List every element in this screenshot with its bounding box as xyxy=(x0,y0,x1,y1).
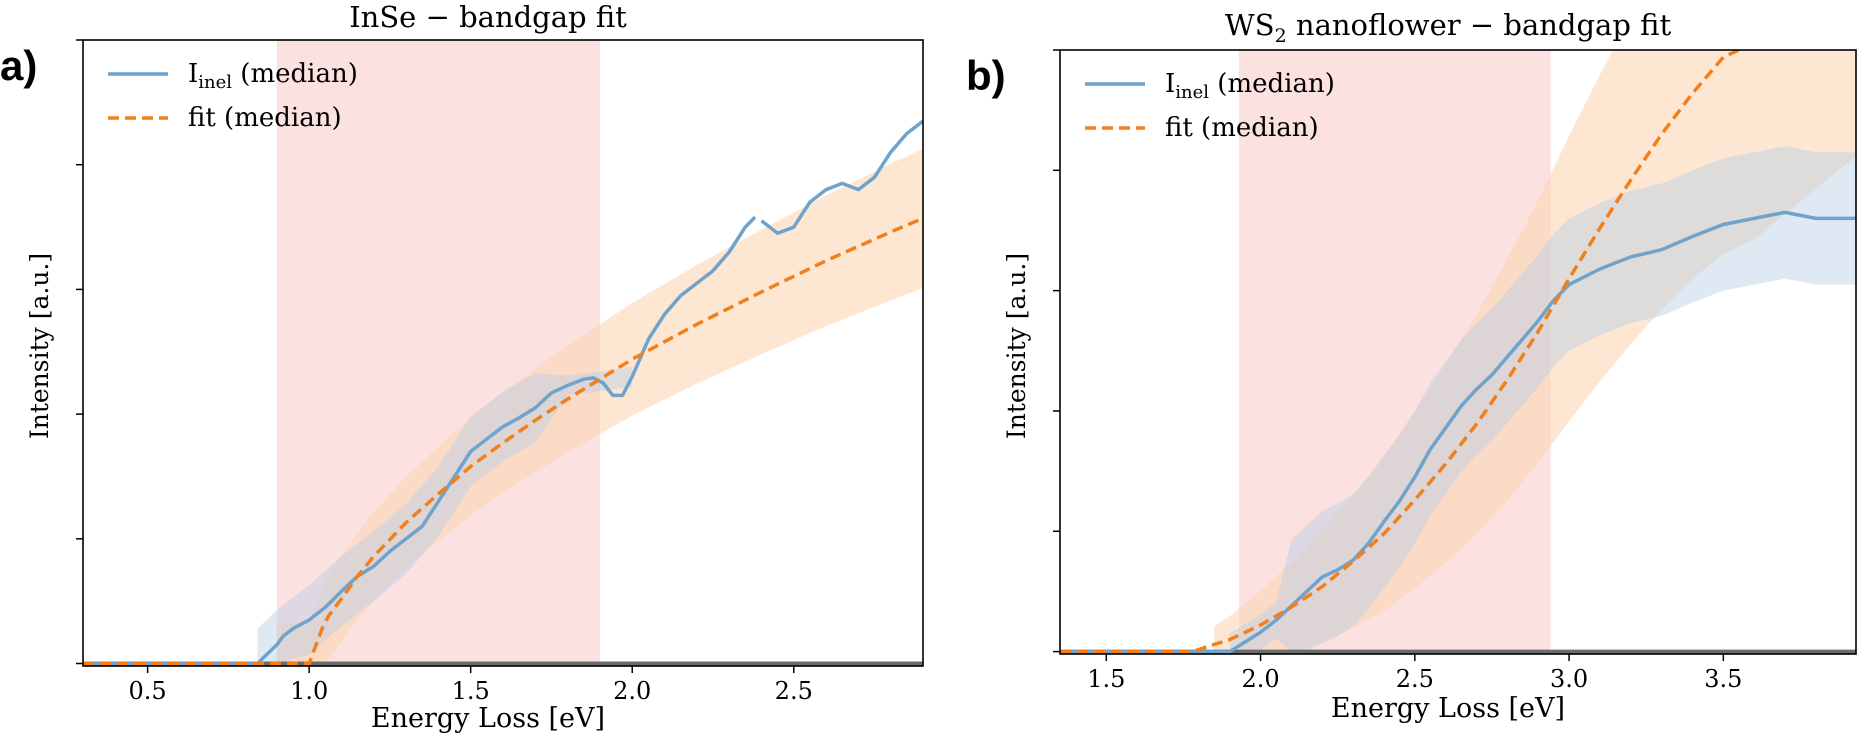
fit-confidence-band xyxy=(1214,50,1856,652)
chart-panel-inse: a) InSe − bandgap fit Energy Loss [eV] I… xyxy=(0,0,924,734)
plot-area xyxy=(83,40,923,666)
x-tick-label: 2.0 xyxy=(1241,665,1279,693)
chart-panel-ws2: b) WS2 nanoflower − bandgap fit Energy L… xyxy=(966,8,1857,724)
legend-label: fit (median) xyxy=(188,103,342,133)
series-line-fit xyxy=(1060,50,1740,654)
legend-label: Iinel (median) xyxy=(188,59,358,93)
x-axis-label: Energy Loss [eV] xyxy=(371,703,605,734)
legend: Iinel (median) fit (median) xyxy=(108,59,358,133)
x-axis-label: Energy Loss [eV] xyxy=(1331,693,1565,724)
x-tick-label: 1.0 xyxy=(290,677,328,705)
series-line-iinel xyxy=(1060,210,1856,654)
legend-item: Iinel (median) xyxy=(1085,69,1335,103)
x-tick-label: 2.5 xyxy=(1396,665,1434,693)
series-line-iinel xyxy=(83,215,757,666)
x-tick-label: 2.5 xyxy=(775,677,813,705)
legend-label: Iinel (median) xyxy=(1165,69,1335,103)
plot-area xyxy=(1060,50,1856,654)
panel-label: b) xyxy=(966,52,1006,99)
x-tick-label: 0.5 xyxy=(129,677,167,705)
legend-label: fit (median) xyxy=(1165,113,1319,143)
data-confidence-band xyxy=(1229,146,1856,652)
x-tick-label: 1.5 xyxy=(1087,665,1125,693)
x-tick-label: 1.5 xyxy=(452,677,490,705)
legend: Iinel (median) fit (median) xyxy=(1085,69,1335,143)
fit-window-region xyxy=(276,40,600,666)
series-line-iinel xyxy=(760,119,923,236)
data-confidence-band xyxy=(257,366,633,664)
axes-frame xyxy=(82,39,924,667)
legend-item: Iinel (median) xyxy=(108,59,358,93)
chart-title: WS2 nanoflower − bandgap fit xyxy=(1225,8,1672,47)
axes-frame xyxy=(1059,49,1857,655)
fit-confidence-band xyxy=(276,148,923,664)
x-tick-label: 3.0 xyxy=(1550,665,1588,693)
y-axis-label: Intensity [a.u.] xyxy=(25,253,54,439)
panel-label: a) xyxy=(0,42,37,89)
x-tick-label: 3.5 xyxy=(1704,665,1742,693)
series-line-fit xyxy=(83,216,923,666)
x-tick-label: 2.0 xyxy=(613,677,651,705)
legend-item: fit (median) xyxy=(1085,113,1319,143)
chart-title: InSe − bandgap fit xyxy=(349,0,627,34)
y-axis-label: Intensity [a.u.] xyxy=(1002,253,1031,439)
legend-item: fit (median) xyxy=(108,103,342,133)
